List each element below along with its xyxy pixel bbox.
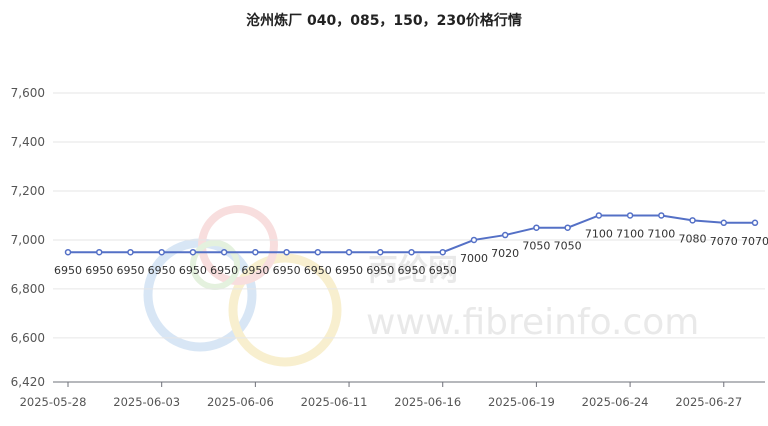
data-point — [564, 224, 571, 231]
y-tick-label: 6,600 — [11, 331, 45, 345]
chart-title: 沧州炼厂 040，085，150，230价格行情 — [246, 13, 522, 29]
x-tick-label: 2025-06-27 — [675, 395, 742, 409]
data-label: 6950 — [148, 264, 176, 277]
data-point — [127, 248, 134, 256]
data-label: 6950 — [54, 264, 82, 277]
data-label: 7020 — [491, 247, 519, 260]
data-label: 6950 — [116, 264, 144, 277]
x-tick-label: 2025-06-16 — [394, 395, 461, 409]
y-tick-label: 7,400 — [11, 135, 45, 149]
data-point — [595, 212, 603, 219]
data-label: 6950 — [85, 264, 113, 277]
data-point — [533, 224, 540, 231]
y-tick-label: 7,600 — [11, 86, 45, 100]
data-label: 6950 — [304, 264, 332, 277]
data-label: 6950 — [366, 264, 394, 277]
data-point — [501, 231, 509, 239]
data-point — [377, 248, 384, 256]
data-label: 6950 — [179, 264, 207, 277]
data-label: 7100 — [616, 227, 644, 240]
data-label: 7070 — [741, 235, 768, 248]
data-point — [283, 248, 290, 256]
data-point — [470, 236, 478, 244]
data-point — [314, 248, 322, 256]
data-label: 7100 — [647, 227, 675, 240]
y-tick-label: 7,200 — [11, 184, 45, 198]
x-tick-label: 2025-06-03 — [113, 395, 180, 409]
data-label: 6950 — [335, 264, 363, 277]
watermark-url: www.fibreinfo.com — [366, 302, 699, 343]
data-label: 7050 — [522, 240, 550, 253]
data-point — [345, 248, 353, 256]
data-point — [189, 248, 197, 256]
data-point — [220, 248, 228, 256]
data-point — [626, 212, 634, 219]
data-label: 7080 — [679, 232, 707, 245]
x-tick-label: 2025-06-24 — [582, 395, 649, 409]
data-label: 7000 — [460, 252, 488, 265]
data-point — [658, 212, 665, 219]
data-point — [439, 248, 446, 256]
data-point — [252, 248, 259, 256]
watermark-cn: 丙纶网 — [368, 253, 458, 288]
data-point — [158, 248, 165, 256]
data-label: 6950 — [429, 264, 457, 277]
data-label: 7100 — [585, 227, 613, 240]
data-point — [64, 248, 72, 256]
data-label: 6950 — [210, 264, 238, 277]
data-label: 6950 — [398, 264, 426, 277]
data-point — [95, 248, 103, 256]
watermark: 丙纶网 www.fibreinfo.com — [143, 205, 699, 367]
y-tick-label: 6,800 — [11, 282, 45, 296]
data-point — [408, 248, 415, 256]
x-tick-label: 2025-05-28 — [20, 395, 87, 409]
data-label: 7070 — [710, 235, 738, 248]
y-tick-label: 6,420 — [11, 375, 45, 389]
x-tick-label: 2025-06-19 — [488, 395, 555, 409]
data-point — [689, 217, 696, 224]
data-label: 6950 — [241, 264, 269, 277]
x-tick-label: 2025-06-11 — [301, 395, 368, 409]
data-label: 7050 — [554, 240, 582, 253]
data-label: 6950 — [273, 264, 301, 277]
x-tick-label: 2025-06-06 — [207, 395, 274, 409]
data-point — [720, 219, 728, 227]
y-tick-label: 7,000 — [11, 233, 45, 247]
data-point — [751, 219, 759, 227]
